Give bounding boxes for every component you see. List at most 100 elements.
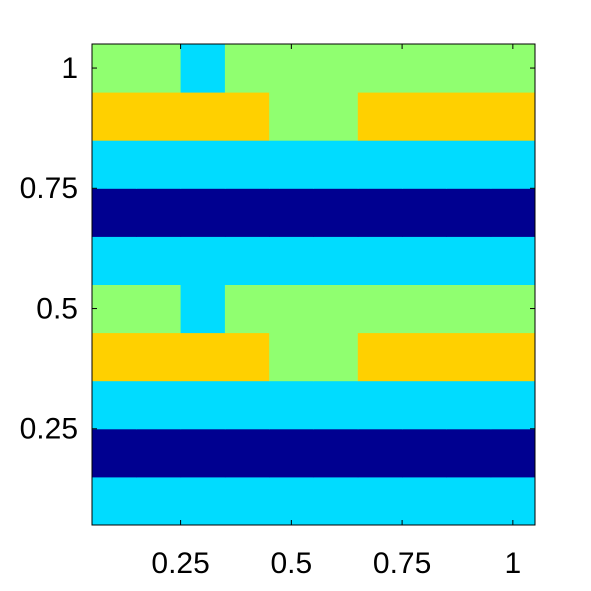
cell	[136, 332, 182, 382]
cell	[92, 380, 137, 430]
cell	[180, 428, 226, 478]
y-tick-label: 0.75	[20, 172, 78, 205]
cell	[490, 428, 536, 478]
cell	[180, 284, 226, 334]
cell	[446, 476, 492, 526]
y-tick-label: 1	[61, 52, 78, 85]
cell	[313, 44, 359, 93]
cell	[180, 380, 226, 430]
cell	[357, 284, 403, 334]
cell	[402, 188, 447, 237]
cell	[224, 380, 270, 430]
cell	[357, 92, 403, 141]
cell	[224, 284, 270, 334]
cell	[402, 44, 447, 93]
cell	[136, 428, 182, 478]
cell	[224, 476, 270, 526]
cell	[313, 284, 359, 334]
y-tick-label: 0.5	[36, 292, 78, 325]
cell	[313, 476, 359, 526]
cell	[490, 92, 536, 141]
x-tick-label: 0.75	[373, 547, 431, 580]
cell	[92, 428, 137, 478]
cell	[180, 140, 226, 189]
cell	[224, 140, 270, 189]
cell	[490, 44, 536, 93]
cell	[446, 44, 492, 93]
cell	[269, 140, 314, 189]
cell	[269, 236, 314, 285]
cell	[224, 44, 270, 93]
cell	[269, 428, 314, 478]
cell	[446, 236, 492, 285]
cell	[269, 380, 314, 430]
cell	[313, 380, 359, 430]
cell	[357, 236, 403, 285]
cell	[446, 188, 492, 237]
cell	[446, 140, 492, 189]
cell	[490, 188, 536, 237]
cell	[136, 476, 182, 526]
cell	[357, 188, 403, 237]
cell	[136, 140, 182, 189]
y-tick-label: 0.25	[20, 413, 78, 446]
cell	[490, 236, 536, 285]
cell	[357, 380, 403, 430]
cell	[92, 236, 137, 285]
cell	[402, 236, 447, 285]
x-tick-label: 1	[505, 547, 522, 580]
cell	[224, 332, 270, 382]
cell	[269, 188, 314, 237]
cell	[402, 140, 447, 189]
cell	[313, 332, 359, 382]
cell	[269, 44, 314, 93]
cell	[92, 188, 137, 237]
cell	[136, 188, 182, 237]
cell	[180, 188, 226, 237]
cell	[357, 44, 403, 93]
cell	[313, 140, 359, 189]
cell	[490, 332, 536, 382]
cell	[92, 284, 137, 334]
cell	[269, 284, 314, 334]
cell	[313, 236, 359, 285]
cell	[402, 284, 447, 334]
cell	[402, 92, 447, 141]
cell	[357, 140, 403, 189]
cell	[490, 284, 536, 334]
cell	[357, 428, 403, 478]
cell	[446, 380, 492, 430]
cell	[357, 476, 403, 526]
cell	[180, 92, 226, 141]
cell	[224, 428, 270, 478]
cell	[136, 284, 182, 334]
cell	[180, 476, 226, 526]
cell	[402, 428, 447, 478]
axes-box	[91, 43, 536, 526]
cell	[490, 380, 536, 430]
cell	[313, 188, 359, 237]
x-tick-label: 0.5	[270, 547, 312, 580]
cell	[92, 476, 137, 526]
cell	[180, 44, 226, 93]
cell	[490, 476, 536, 526]
cell	[402, 476, 447, 526]
cell	[269, 332, 314, 382]
cell	[92, 140, 137, 189]
cell	[224, 92, 270, 141]
cell	[490, 140, 536, 189]
cell	[313, 92, 359, 141]
cell	[446, 284, 492, 334]
cell	[313, 428, 359, 478]
cell	[446, 332, 492, 382]
cell	[92, 44, 137, 93]
cell	[180, 236, 226, 285]
cell	[269, 476, 314, 526]
cell	[136, 44, 182, 93]
cell	[224, 188, 270, 237]
cell	[446, 92, 492, 141]
cell	[92, 332, 137, 382]
cell	[357, 332, 403, 382]
